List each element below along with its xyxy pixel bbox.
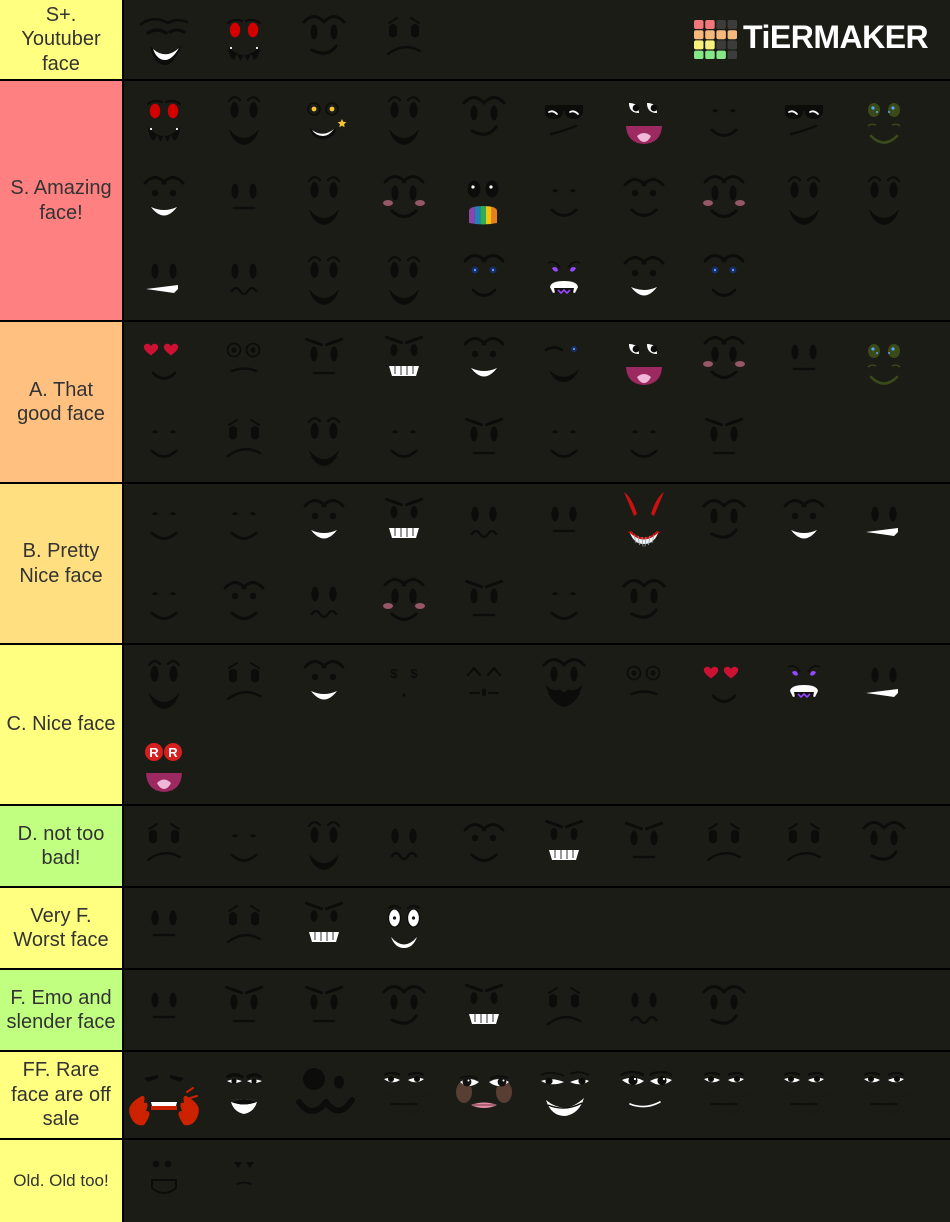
svg-text:$: $ <box>390 666 398 681</box>
svg-text:R: R <box>168 745 178 760</box>
svg-text:R: R <box>149 745 159 760</box>
svg-text:$: $ <box>410 666 418 681</box>
